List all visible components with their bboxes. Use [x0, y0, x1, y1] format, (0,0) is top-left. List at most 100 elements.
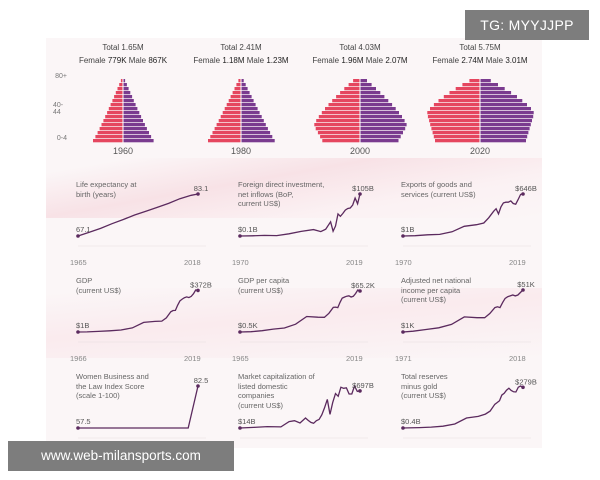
- female-bar: [443, 95, 480, 99]
- start-point: [238, 330, 242, 334]
- chart-title-line: companies: [238, 391, 275, 400]
- male-bar: [360, 131, 403, 135]
- male-bar: [480, 135, 528, 139]
- x-start-label: 1966: [70, 354, 87, 363]
- female-label: Female: [78, 56, 108, 65]
- male-bar: [360, 119, 405, 123]
- chart-title-line: Exports of goods and: [401, 180, 472, 189]
- pyramid-total: Total 5.75M: [459, 43, 501, 52]
- male-bar: [241, 95, 252, 99]
- chart-title-line: Life expectancy at: [76, 180, 137, 189]
- female-bar: [212, 131, 241, 135]
- x-end-label: 2019: [509, 258, 526, 267]
- chart-title-line: birth (years): [76, 189, 117, 199]
- female-bar: [317, 131, 360, 135]
- end-point: [521, 288, 525, 292]
- female-value: 1.18M: [222, 56, 245, 65]
- male-bar: [360, 139, 399, 143]
- female-bar: [234, 87, 241, 91]
- line-chart: GDP per capita (current US$) $0.5K $65.2K 19…: [232, 276, 382, 366]
- female-bar: [119, 83, 123, 87]
- male-label: Male: [126, 56, 149, 65]
- pyramid-year: 1980: [230, 146, 252, 156]
- female-bar: [114, 95, 123, 99]
- female-value: 779K: [107, 56, 127, 65]
- male-bar: [360, 135, 401, 139]
- chart-title-line: Market capitalization of: [238, 372, 315, 381]
- female-bar: [320, 135, 360, 139]
- male-bar: [480, 87, 505, 91]
- series-line: [402, 289, 524, 333]
- male-label: Male: [483, 56, 506, 65]
- chart-title-line: Total reserves: [401, 372, 448, 381]
- male-bar: [241, 87, 248, 91]
- male-value: 2.07M: [385, 56, 408, 65]
- female-bar: [117, 87, 123, 91]
- population-pyramid: Total 2.41M Female 1.18M Male 1.23M 1980: [186, 40, 296, 160]
- pyramid-total: Total 4.03M: [339, 43, 381, 52]
- male-bar: [241, 79, 244, 83]
- male-bar: [241, 119, 264, 123]
- female-bar: [105, 115, 123, 119]
- female-bar: [108, 107, 123, 111]
- start-value-label: $0.5K: [238, 321, 258, 330]
- line-chart-svg: $1B $646B: [401, 184, 537, 247]
- chart-title: Life expectancy at birth (years): [76, 180, 136, 199]
- female-bar: [449, 91, 480, 95]
- female-bar: [236, 83, 241, 87]
- male-bar: [123, 87, 129, 91]
- pyramid-bars: [314, 79, 407, 143]
- x-start-label: 1965: [70, 258, 87, 267]
- pyramid-age-axis: 80+ 40-44 0-4: [53, 73, 73, 143]
- female-bar: [224, 107, 241, 111]
- male-bar: [480, 131, 529, 135]
- chart-title-line: current US$): [238, 199, 281, 208]
- female-bar: [220, 115, 241, 119]
- chart-title: Foreign direct investment, net inflows (B…: [238, 180, 324, 209]
- female-bar: [107, 111, 123, 115]
- female-bar: [328, 103, 360, 107]
- series-line: [78, 385, 199, 429]
- chart-title-line: (current US$): [401, 391, 447, 400]
- male-bar: [123, 115, 142, 119]
- chart-title-line: the Law Index Score: [76, 381, 145, 391]
- line-chart: Exports of goods and services (current US…: [395, 180, 545, 270]
- female-bar: [228, 99, 241, 103]
- pyramid-female-male: Female 2.74M Male 3.01M: [425, 56, 535, 65]
- population-pyramid: Total 4.03M Female 1.96M Male 2.07M 2000: [305, 40, 415, 160]
- line-chart: GDP (current US$) $1B $372B 1966 2019: [70, 276, 220, 366]
- male-bar: [480, 111, 534, 115]
- female-bar: [353, 79, 360, 83]
- male-bar: [480, 103, 527, 107]
- end-value-label: $279B: [515, 377, 537, 386]
- start-point: [76, 234, 80, 238]
- watermark: www.web-milansports.com: [8, 441, 234, 471]
- line-chart-svg: $1K $51K: [401, 280, 535, 343]
- chart-title: Adjusted net national income per capita (c…: [401, 276, 471, 305]
- series-line: [239, 289, 361, 333]
- chart-title: Market capitalization of listed domestic c…: [238, 372, 315, 410]
- start-value-label: 57.5: [76, 417, 91, 426]
- male-bar: [123, 91, 131, 95]
- series-line: [239, 193, 361, 237]
- female-bar: [99, 127, 123, 131]
- end-point: [358, 192, 362, 196]
- female-bar: [469, 79, 480, 83]
- female-bar: [318, 115, 360, 119]
- male-bar: [241, 115, 262, 119]
- series-line: [402, 193, 524, 237]
- female-bar: [314, 123, 360, 127]
- male-bar: [241, 91, 250, 95]
- male-bar: [360, 91, 381, 95]
- female-bar: [110, 103, 123, 107]
- start-point: [401, 330, 405, 334]
- male-bar: [123, 95, 133, 99]
- male-bar: [123, 139, 154, 143]
- population-pyramid: Total 1.65M Female 779K Male 867K 1960: [68, 40, 178, 160]
- male-bar: [123, 83, 127, 87]
- line-chart-svg: $0.5K $65.2K: [238, 281, 375, 343]
- chart-title-line: GDP per capita: [238, 276, 290, 285]
- male-bar: [241, 135, 273, 139]
- female-bar: [432, 131, 480, 135]
- male-bar: [241, 107, 258, 111]
